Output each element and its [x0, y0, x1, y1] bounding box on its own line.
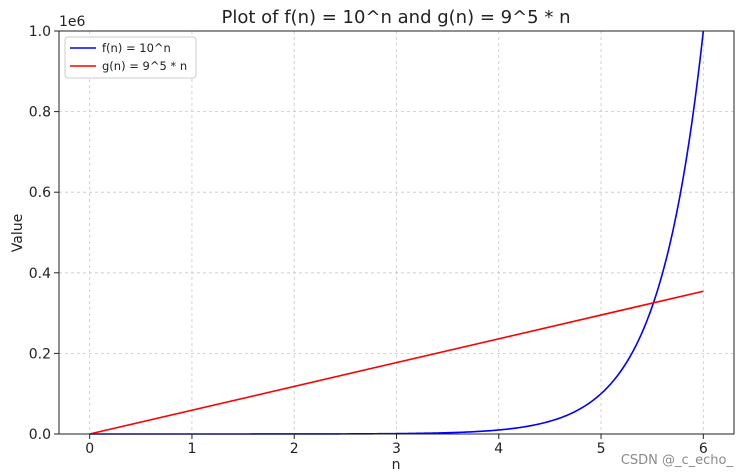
legend-entry: f(n) = 10^n: [102, 41, 171, 55]
y-tick-label: 0.4: [29, 266, 51, 282]
legend-entry: g(n) = 9^5 * n: [102, 59, 187, 73]
series-line-g: [89, 290, 704, 435]
x-tick-label: 4: [494, 441, 503, 457]
legend-box: [64, 36, 197, 79]
ticks: 0 1 2 3 4 5 6 0.0 0.2 0.4 0.6 0.8 1.0: [29, 24, 708, 457]
y-tick-label: 1.0: [29, 24, 51, 40]
x-tick-label: 3: [392, 441, 401, 457]
x-tick-label: 5: [597, 441, 606, 457]
x-tick-label: 6: [699, 441, 708, 457]
y-tick-label: 0.6: [29, 185, 51, 201]
x-tick-label: 0: [85, 441, 94, 457]
x-axis-label: n: [392, 457, 401, 473]
watermark: CSDN @_c_echo_: [620, 453, 733, 468]
y-offset-label: 1e6: [59, 14, 86, 30]
x-tick-label: 1: [187, 441, 196, 457]
chart-title: Plot of f(n) = 10^n and g(n) = 9^5 * n: [222, 7, 571, 28]
y-tick-label: 0.0: [29, 427, 51, 443]
y-tick-label: 0.8: [29, 105, 51, 121]
y-axis-label: Value: [10, 214, 26, 252]
legend: f(n) = 10^n g(n) = 9^5 * n: [64, 36, 197, 79]
y-tick-label: 0.2: [29, 346, 51, 362]
x-tick-label: 2: [290, 441, 299, 457]
